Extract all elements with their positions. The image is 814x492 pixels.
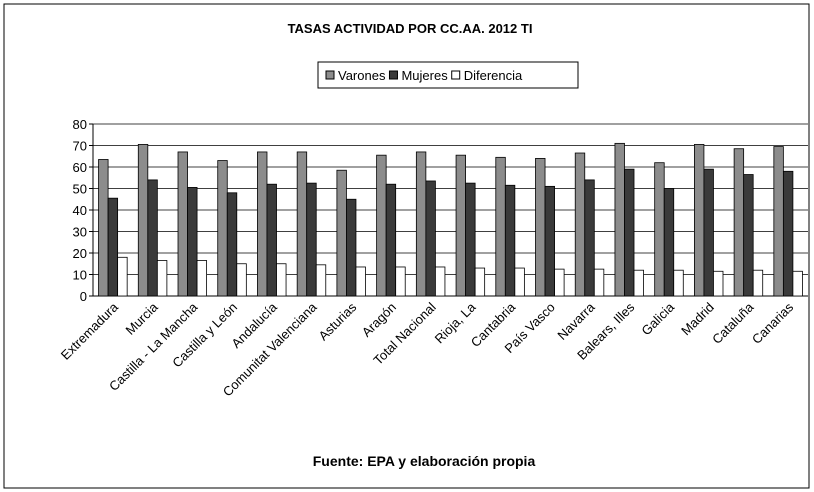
- bar: [117, 256, 128, 297]
- bar: [654, 162, 665, 297]
- bar: [593, 268, 605, 297]
- bar: [773, 146, 784, 297]
- bar: [733, 148, 745, 297]
- bar: [98, 159, 109, 297]
- bar: [315, 264, 327, 297]
- bar: [336, 169, 347, 297]
- bar: [455, 154, 466, 297]
- y-tick-label: 60: [73, 160, 87, 175]
- bar: [217, 160, 228, 297]
- bar: [474, 267, 486, 297]
- legend-swatch: [325, 70, 335, 80]
- bar: [346, 198, 357, 297]
- bar: [713, 270, 724, 297]
- bar: [395, 266, 406, 297]
- bar: [415, 151, 427, 297]
- y-tick-label: 70: [73, 139, 87, 154]
- bar: [156, 260, 168, 297]
- legend-label: Diferencia: [464, 68, 523, 83]
- bar: [584, 179, 595, 297]
- y-tick-label: 10: [73, 268, 87, 283]
- y-tick-label: 80: [73, 117, 87, 132]
- bar: [673, 269, 684, 297]
- bar: [266, 183, 277, 297]
- bar: [574, 152, 586, 297]
- bar: [137, 144, 149, 297]
- bar: [226, 192, 238, 297]
- legend-label: Mujeres: [401, 68, 448, 83]
- legend-swatch: [451, 70, 461, 80]
- bar: [435, 266, 446, 297]
- bar: [703, 168, 714, 297]
- bar: [355, 266, 366, 297]
- bar: [535, 157, 546, 297]
- bar: [614, 142, 625, 297]
- y-tick-label: 50: [73, 182, 87, 197]
- bar: [296, 151, 308, 297]
- bar: [693, 144, 705, 297]
- bar: [782, 170, 794, 297]
- bar: [465, 182, 476, 297]
- bar: [792, 270, 803, 297]
- chart-title: TASAS ACTIVIDAD POR CC.AA. 2012 TI: [288, 21, 533, 36]
- bar: [504, 184, 516, 297]
- bar: [633, 269, 644, 297]
- y-tick-label: 40: [73, 203, 87, 218]
- bar: [147, 179, 158, 297]
- bar: [187, 187, 198, 297]
- bar: [663, 188, 675, 297]
- bar: [107, 197, 119, 297]
- bar: [276, 263, 287, 297]
- legend-label: Varones: [338, 68, 386, 83]
- bar: [743, 174, 754, 297]
- legend-swatch: [388, 70, 398, 80]
- legend-box: [317, 61, 579, 89]
- bar: [306, 182, 317, 297]
- bar: [624, 168, 635, 297]
- bar: [425, 180, 436, 297]
- bar: [257, 151, 268, 297]
- y-tick-label: 0: [80, 289, 87, 304]
- bar: [554, 268, 565, 297]
- footer: Fuente: EPA y elaboración propia: [313, 453, 536, 469]
- bar: [385, 183, 397, 297]
- bar: [495, 156, 506, 297]
- bar: [544, 185, 555, 297]
- bar: [514, 267, 525, 297]
- bar: [752, 269, 764, 297]
- bar: [236, 263, 247, 297]
- bar: [177, 151, 188, 297]
- y-tick-label: 20: [73, 246, 87, 261]
- y-tick-label: 30: [73, 225, 87, 240]
- bar: [196, 260, 208, 297]
- bar: [376, 154, 387, 297]
